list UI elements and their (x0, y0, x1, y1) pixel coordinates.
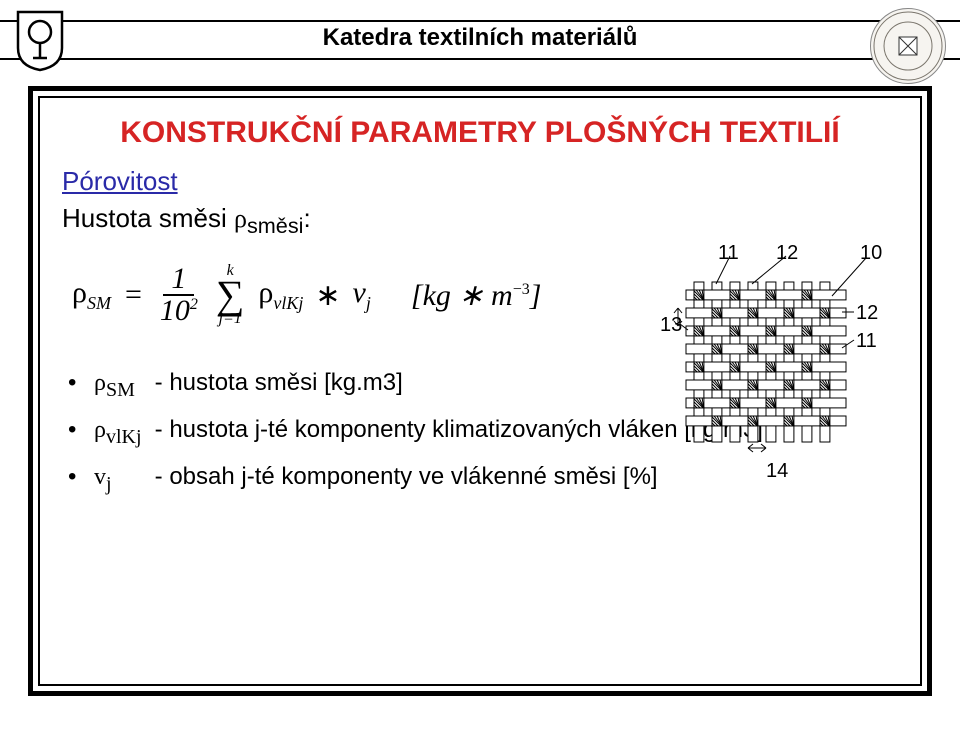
sigma-icon: ∑ (216, 279, 245, 311)
header-title: Katedra textilních materiálů (0, 24, 960, 52)
diagram-label-11: 11 (718, 242, 739, 265)
formula-unit: [kg ∗ m−3] (411, 278, 542, 313)
diagram-label-12: 12 (776, 242, 798, 265)
bullet-text: - hustota směsi [kg.m3] (155, 369, 403, 396)
diagram-label-10: 10 (860, 242, 882, 265)
bullet-symbol: ρSM (94, 367, 148, 404)
formula-unit-close: ] (530, 279, 542, 312)
bullet-symbol: ρvlKj (94, 414, 148, 451)
university-seal-icon (870, 8, 946, 84)
formula-term2: vj (353, 276, 371, 314)
formula-frac-den-base: 10 (160, 294, 190, 327)
bullet-sym-sub: SM (106, 379, 135, 401)
header-line-bottom (0, 58, 960, 60)
diagram-label-13: 13 (660, 314, 682, 337)
formula-frac-den: 102 (156, 296, 202, 326)
formula-sum: k ∑ j=1 (216, 263, 245, 327)
rho-symbol: ρ (234, 204, 247, 234)
diagram-label-12b: 12 (856, 302, 878, 325)
formula-term2-sub: j (366, 293, 371, 313)
formula-term1-sub: vlKj (273, 293, 303, 313)
formula-equals: = (125, 278, 142, 312)
weave-diagram: 11 12 10 13 12 11 14 (658, 250, 888, 510)
density-heading-suffix: : (304, 203, 311, 233)
slide-title: KONSTRUKČNÍ PARAMETRY PLOŠNÝCH TEXTILIÍ (62, 116, 898, 150)
formula-frac-num: 1 (163, 264, 194, 296)
page: Katedra textilních materiálů KONSTRUKČNÍ… (0, 0, 960, 731)
density-heading: Hustota směsi ρsměsi: (62, 203, 898, 239)
formula-term1-sym: ρ (258, 276, 273, 309)
bullet-sym-char: ρ (94, 417, 106, 443)
formula-lhs-sym: ρ (72, 276, 87, 309)
bullet-sym-char: ρ (94, 370, 106, 396)
formula-unit-exp: −3 (513, 281, 530, 298)
density-heading-prefix: Hustota směsi (62, 203, 234, 233)
formula-lhs: ρSM (72, 276, 111, 314)
rho-subscript: směsi (247, 213, 304, 238)
diagram-label-11b: 11 (856, 330, 877, 353)
header-band: Katedra textilních materiálů (0, 20, 960, 60)
bullet-sym-sub: vlKj (106, 426, 142, 448)
slide-subheading: Pórovitost (62, 166, 898, 197)
formula-frac-den-exp: 2 (190, 296, 198, 313)
bullet-sym-sub: j (106, 473, 112, 495)
formula-fraction: 1 102 (156, 264, 202, 326)
formula-term1: ρvlKj (258, 276, 303, 314)
formula-unit-open: [kg ∗ m (411, 279, 513, 312)
shield-logo-icon (14, 10, 66, 72)
bullet-symbol: vj (94, 461, 148, 498)
bullet-sym-char: v (94, 464, 106, 490)
formula-term2-sym: v (353, 276, 366, 309)
formula-star: ∗ (315, 278, 340, 313)
formula-lhs-sub: SM (87, 293, 111, 313)
formula-sum-lower: j=1 (219, 311, 242, 327)
bullet-text: - obsah j-té komponenty ve vlákenné směs… (155, 463, 658, 490)
header-line-top (0, 20, 960, 22)
diagram-label-14: 14 (766, 460, 788, 483)
